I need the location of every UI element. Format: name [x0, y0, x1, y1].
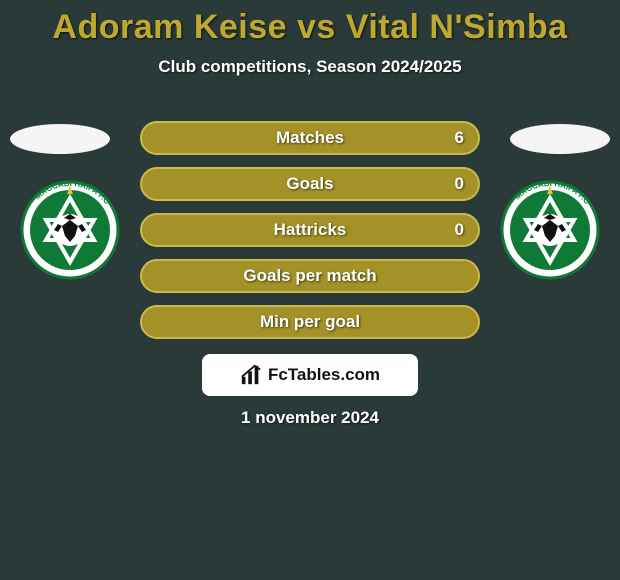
watermark-text: FcTables.com	[268, 365, 380, 385]
stat-row: Hattricks 0	[140, 213, 480, 247]
club-logo-icon: MACCABI HAIFA F.C	[500, 180, 600, 280]
stat-row: Goals 0	[140, 167, 480, 201]
stat-label: Hattricks	[274, 220, 347, 240]
stat-right-value: 0	[455, 215, 464, 245]
page-title: Adoram Keise vs Vital N'Simba	[0, 0, 620, 47]
stat-row: Min per goal	[140, 305, 480, 339]
stat-row: Matches 6	[140, 121, 480, 155]
stat-row: Goals per match	[140, 259, 480, 293]
club-badge-left: MACCABI HAIFA F.C	[20, 180, 120, 280]
date-label: 1 november 2024	[0, 408, 620, 428]
bar-chart-icon	[240, 364, 262, 386]
comparison-card: Adoram Keise vs Vital N'Simba Club compe…	[0, 0, 620, 580]
stat-label: Goals	[286, 174, 333, 194]
stat-label: Min per goal	[260, 312, 360, 332]
flag-right	[510, 124, 610, 154]
watermark-badge: FcTables.com	[202, 354, 418, 396]
club-logo-icon: MACCABI HAIFA F.C	[20, 180, 120, 280]
stat-right-value: 6	[455, 123, 464, 153]
stat-right-value: 0	[455, 169, 464, 199]
club-badge-right: MACCABI HAIFA F.C	[500, 180, 600, 280]
stats-list: Matches 6 Goals 0 Hattricks 0 Goals per …	[140, 121, 480, 351]
page-subtitle: Club competitions, Season 2024/2025	[0, 57, 620, 77]
flag-left	[10, 124, 110, 154]
stat-label: Goals per match	[243, 266, 376, 286]
stat-label: Matches	[276, 128, 344, 148]
